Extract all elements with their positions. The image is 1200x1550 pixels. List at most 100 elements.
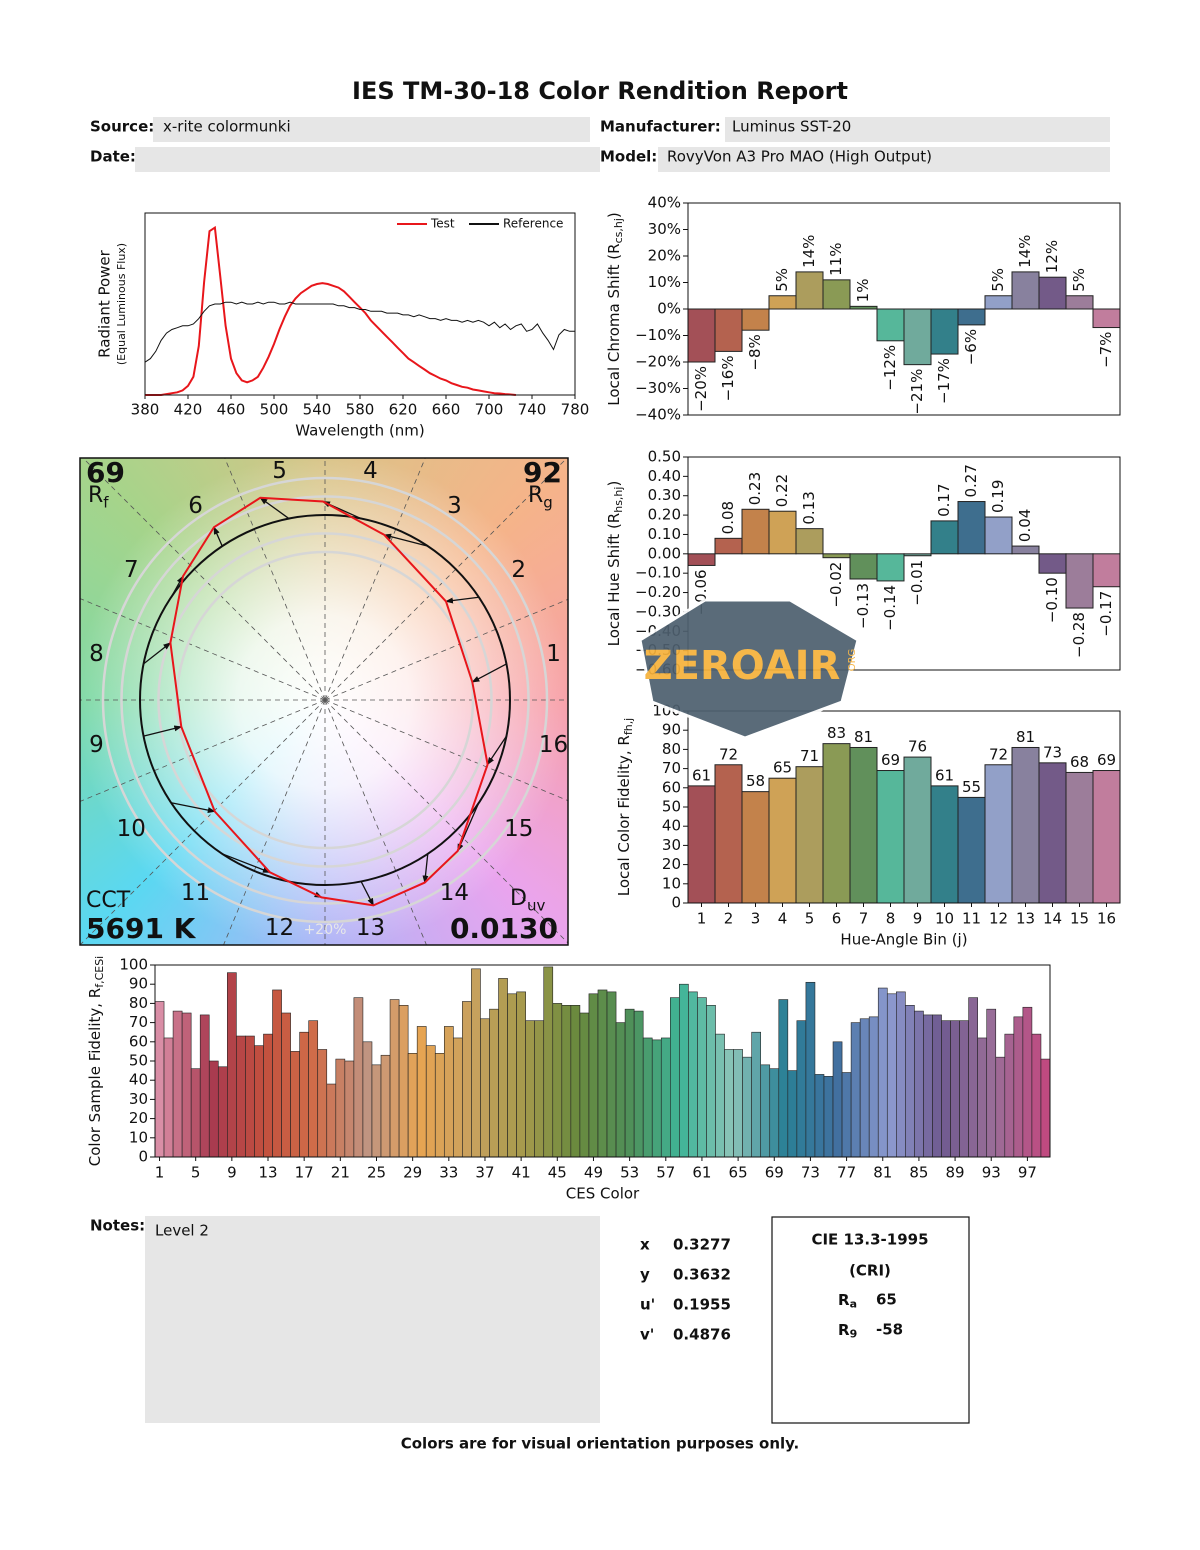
y-tick-label: 50: [662, 798, 681, 816]
value-label: 69: [881, 751, 900, 769]
chromaticity-value: 0.1955: [673, 1296, 731, 1314]
x-tick-label: 780: [561, 401, 590, 419]
y-tick-label: 0.00: [648, 544, 681, 562]
x-tick-label: 500: [260, 401, 289, 419]
bar: [914, 1010, 924, 1158]
bar: [660, 1037, 671, 1158]
value-label: 5%: [989, 268, 1007, 292]
x-tick-label: 77: [837, 1164, 856, 1182]
bar: [1038, 762, 1067, 904]
value-label: 5%: [773, 268, 791, 292]
hue-bin-label: 14: [440, 880, 469, 906]
x-tick-label: 460: [217, 401, 246, 419]
value-label: 65: [773, 759, 792, 777]
x-tick-label: 25: [367, 1164, 386, 1182]
shift-arrow: [259, 497, 290, 520]
value-label: 72: [989, 745, 1008, 763]
x-tick-label: 53: [620, 1164, 639, 1182]
bar: [507, 993, 517, 1158]
watermark-suffix: ORG: [847, 649, 858, 672]
y-tick-label: 20: [662, 855, 681, 873]
y-axis-label: Color Sample Fidelity, Rf,CESi: [86, 956, 107, 1167]
value-label: −0.01: [908, 560, 926, 606]
bar: [597, 989, 608, 1158]
field-value: RovyVon A3 Pro MAO (High Output): [667, 148, 932, 166]
bar: [344, 1060, 355, 1158]
field-box: [135, 147, 600, 172]
x-axis-label: Wavelength (nm): [295, 422, 425, 440]
bar: [389, 999, 400, 1158]
label-suffix: ): [605, 212, 623, 218]
bar: [462, 1001, 472, 1158]
hue-bin-label: 6: [188, 493, 203, 519]
bar: [543, 966, 554, 1158]
y-tick-label: −10%: [635, 326, 681, 344]
shift-arrow: [360, 881, 374, 907]
bar: [272, 989, 282, 1158]
x-tick-label: 17: [295, 1164, 314, 1182]
y-tick-label: 40: [129, 1071, 148, 1089]
y-tick-label: 0: [671, 894, 681, 912]
x-tick-label: 580: [346, 401, 375, 419]
radial-guide: [324, 458, 426, 701]
bar: [670, 997, 680, 1158]
bar: [290, 1051, 300, 1158]
rg-symbol: Rg: [528, 483, 553, 511]
shift-arrow: [171, 802, 216, 814]
y-tick-label: 80: [662, 740, 681, 758]
radial-guide: [324, 699, 568, 944]
bar: [208, 1060, 219, 1158]
scale-ring: [120, 495, 530, 905]
bar: [254, 1045, 264, 1158]
field-box: [725, 117, 1110, 142]
x-tick-label: 740: [518, 401, 547, 419]
y-tick-label: 20%: [648, 247, 681, 265]
bar: [849, 305, 878, 310]
x-tick-label: 9: [913, 910, 923, 928]
label-subscript: hs,hj: [612, 487, 625, 513]
bar: [1022, 1006, 1033, 1158]
bar: [263, 1033, 273, 1158]
scale-ring: [101, 476, 549, 924]
field-value: x-rite colormunki: [163, 118, 291, 136]
value-label: 55: [962, 778, 981, 796]
bar: [190, 1068, 201, 1158]
bar: [957, 796, 986, 904]
bar: [977, 1037, 988, 1158]
bar: [841, 1072, 852, 1158]
symbol-text: R: [528, 483, 543, 508]
bar: [741, 308, 770, 331]
y-tick-label: −0.30: [635, 602, 681, 620]
bar: [876, 308, 905, 342]
y-axis-label: Radiant Power: [96, 249, 114, 358]
radial-guide: [82, 458, 326, 701]
y-tick-label: 0.20: [648, 506, 681, 524]
bar: [380, 1054, 391, 1158]
value-label: 81: [1016, 728, 1035, 746]
x-tick-label: 700: [475, 401, 504, 419]
bar: [822, 279, 851, 310]
x-tick-label: 11: [962, 910, 981, 928]
scale-ring: [157, 532, 493, 868]
y-tick-label: 0%: [657, 300, 681, 318]
bar: [172, 1010, 183, 1158]
bar: [217, 1066, 228, 1158]
x-tick-label: 620: [389, 401, 418, 419]
bar: [687, 785, 716, 904]
bar: [489, 1008, 499, 1158]
value-label: −0.14: [881, 585, 899, 631]
bar: [714, 764, 743, 904]
value-label: 83: [827, 724, 846, 742]
bar: [615, 1022, 626, 1158]
y-tick-label: 100: [119, 956, 148, 974]
value-label: 0.17: [935, 483, 953, 516]
value-label: −21%: [908, 369, 926, 415]
x-tick-label: 380: [131, 401, 160, 419]
bar: [984, 516, 1013, 555]
spectrum-line: [145, 225, 516, 396]
hue-bin-label: 5: [272, 458, 287, 484]
bar: [795, 766, 824, 904]
radial-guide: [80, 699, 326, 802]
bar: [688, 991, 698, 1158]
